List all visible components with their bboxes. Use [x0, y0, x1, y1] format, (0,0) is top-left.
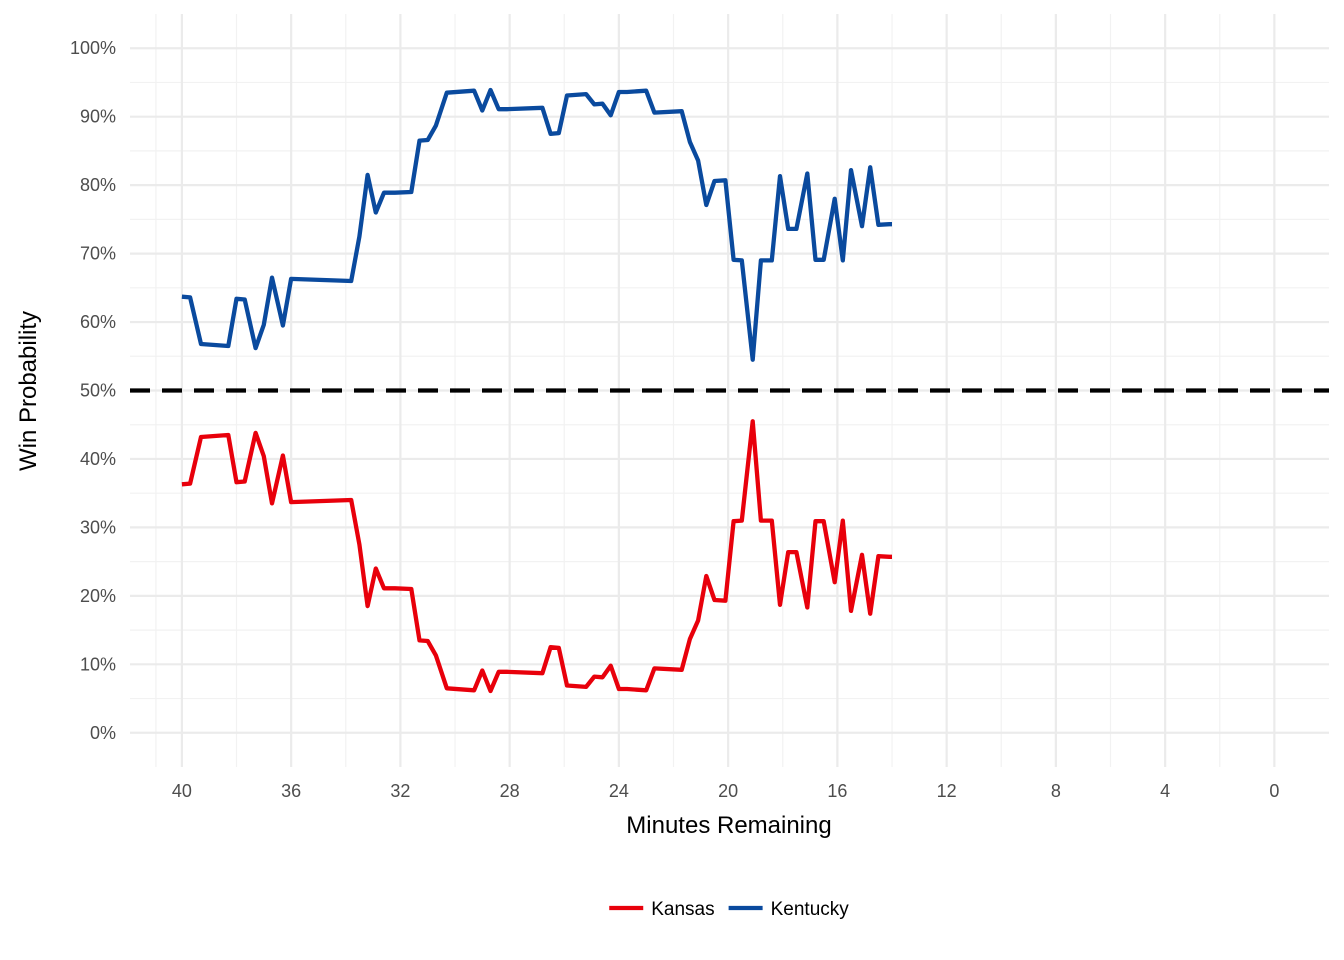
- x-tick-label: 40: [172, 781, 192, 801]
- y-tick-label: 10%: [80, 654, 116, 674]
- x-tick-label: 24: [609, 781, 629, 801]
- x-axis-tick-labels: 40 36 32 28 24 20 16 12 8 4 0: [172, 781, 1280, 801]
- y-tick-label: 30%: [80, 517, 116, 537]
- y-tick-label: 40%: [80, 449, 116, 469]
- x-tick-label: 8: [1051, 781, 1061, 801]
- legend: Kansas Kentucky: [609, 899, 849, 920]
- y-tick-label: 60%: [80, 312, 116, 332]
- legend-label-kentucky: Kentucky: [771, 899, 850, 920]
- y-tick-label: 0%: [90, 723, 116, 743]
- series-lines: [181, 87, 892, 694]
- x-tick-label: 16: [827, 781, 847, 801]
- x-tick-label: 28: [500, 781, 520, 801]
- x-tick-label: 20: [718, 781, 738, 801]
- y-tick-label: 20%: [80, 586, 116, 606]
- x-tick-label: 12: [937, 781, 957, 801]
- y-tick-label: 70%: [80, 244, 116, 264]
- x-tick-label: 4: [1160, 781, 1170, 801]
- x-tick-label: 36: [281, 781, 301, 801]
- y-axis-title: Win Probability: [15, 311, 42, 471]
- y-tick-label: 90%: [80, 107, 116, 127]
- x-tick-label: 0: [1269, 781, 1279, 801]
- x-tick-label: 32: [390, 781, 410, 801]
- y-tick-label: 80%: [80, 175, 116, 195]
- series-line-kansas: [181, 419, 892, 694]
- major-gridlines: [130, 14, 1329, 767]
- legend-label-kansas: Kansas: [651, 899, 714, 920]
- y-tick-label: 50%: [80, 381, 116, 401]
- y-tick-label: 100%: [70, 38, 116, 58]
- y-axis-tick-labels: 0% 10% 20% 30% 40% 50% 60% 70% 80% 90% 100%: [70, 38, 116, 743]
- x-axis-title: Minutes Remaining: [626, 812, 831, 839]
- series-line-kentucky: [181, 87, 892, 362]
